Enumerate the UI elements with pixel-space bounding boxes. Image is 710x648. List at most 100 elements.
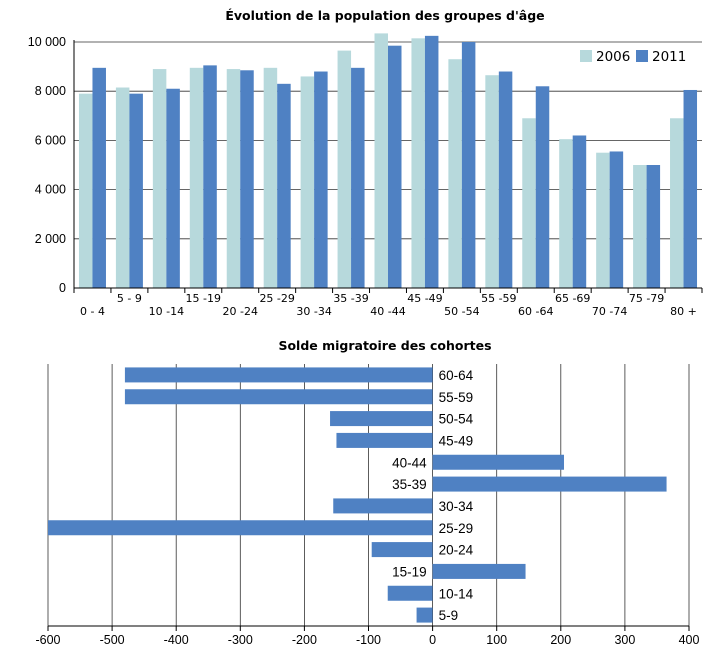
chart2-bar-55-59: [124, 389, 433, 405]
chart1-x-tick-label: 10 -14: [149, 305, 184, 318]
chart2-bar-50-54: [330, 411, 433, 427]
chart1-bar-2011-1: [129, 93, 143, 288]
chart1-bar-2011-7: [351, 67, 365, 288]
chart2-x-tick-label: -600: [35, 633, 60, 647]
chart1-bar-2011-3: [203, 65, 217, 289]
chart1-bar-2011-6: [314, 71, 328, 289]
chart1-legend: 2006 2011: [580, 49, 686, 65]
chart2-category-label: 60-64: [439, 368, 474, 383]
chart1-x-tick-label: 35 -39: [333, 292, 368, 305]
chart1-bar-2006-11: [485, 75, 499, 289]
chart2-x-tick-label: 400: [679, 633, 700, 647]
chart2-bar-25-29: [48, 520, 433, 536]
chart1-bar-2006-8: [374, 33, 388, 288]
chart2-x-tick-label: -100: [356, 633, 381, 647]
chart1-bar-2006-14: [596, 152, 610, 288]
chart1-bar-2006-2: [152, 69, 167, 288]
chart2-category-label: 20-24: [439, 543, 474, 558]
chart2-gridlines: [47, 364, 690, 631]
chart1-bar-2006-12: [522, 118, 536, 288]
chart2-bars: [48, 367, 667, 623]
chart1-x-tick-label: 45 -49: [407, 292, 442, 305]
chart2-bar-20-24: [371, 542, 433, 558]
chart2-category-label: 25-29: [439, 521, 474, 536]
chart2-bar-60-64: [124, 367, 433, 383]
chart1-x-tick-label: 30 -34: [296, 305, 331, 318]
chart2-bar-35-39: [432, 476, 667, 492]
chart2-x-tick-label: 300: [614, 633, 635, 647]
chart1-y-tick-label: 0: [59, 281, 66, 295]
chart1-bar-2006-13: [559, 139, 573, 288]
chart1-bar-2006-6: [300, 76, 315, 288]
chart1-bar-2011-15: [646, 165, 661, 288]
chart2-category-label: 10-14: [439, 586, 474, 601]
chart1-x-tick-label: 55 -59: [481, 292, 516, 305]
chart2-bar-30-34: [333, 498, 433, 514]
legend-swatch-2011: [636, 50, 648, 62]
chart2-category-label: 40-44: [392, 455, 427, 470]
chart1-bar-2006-0: [78, 93, 93, 288]
chart2-x-tick-label: -400: [164, 633, 189, 647]
chart2-x-tick-labels: -600 -500 -400 -300 -200 -100 0 100 200 300 400: [35, 633, 699, 647]
chart1-bar-2011-16: [683, 89, 698, 288]
chart1-x-tick-label: 60 -64: [518, 305, 553, 318]
chart1-x-tick-label: 80 +: [670, 305, 697, 318]
chart1-bar-2011-14: [609, 151, 624, 288]
chart2-title: Solde migratoire des cohortes: [278, 338, 491, 353]
chart1-y-tick-label: 10 000: [28, 35, 66, 49]
chart1-bar-2011-12: [535, 86, 550, 288]
chart1-bar-2011-8: [388, 45, 402, 288]
chart2-category-label: 5-9: [439, 608, 459, 623]
chart2-x-tick-label: 100: [486, 633, 507, 647]
chart1-bar-2011-0: [92, 67, 106, 288]
chart2-category-labels: 60-64 55-59 50-54 45-49 40-44 35-39 30-34 25-29…: [392, 368, 474, 623]
chart2-bar-40-44: [432, 454, 565, 470]
chart2-category-label: 45-49: [439, 433, 474, 448]
population-chart: Évolution de la population des groupes d…: [28, 8, 703, 318]
chart1-x-tick-label: 15 -19: [186, 292, 221, 305]
chart1-y-tick-label: 2 000: [35, 232, 66, 246]
legend-label-2006: 2006: [596, 49, 630, 65]
chart1-bar-2006-7: [337, 50, 352, 288]
chart1-x-tick-label: 5 - 9: [117, 292, 142, 305]
chart1-bar-2011-10: [461, 42, 476, 288]
chart2-x-tick-label: -200: [292, 633, 317, 647]
chart1-bars: [78, 33, 698, 289]
legend-label-2011: 2011: [652, 49, 686, 65]
chart1-bar-2006-16: [670, 118, 684, 288]
chart1-title: Évolution de la population des groupes d…: [225, 8, 544, 23]
chart1-y-tick-label: 6 000: [35, 133, 66, 147]
chart1-bar-2006-15: [633, 165, 647, 288]
chart1-bar-2011-9: [424, 35, 439, 288]
chart1-bar-2006-4: [226, 69, 241, 288]
chart1-bar-2006-3: [189, 67, 204, 288]
chart1-bar-2006-1: [115, 87, 130, 288]
chart1-bar-2011-5: [277, 83, 291, 288]
chart2-x-tick-label: -300: [228, 633, 253, 647]
chart1-x-tick-label: 70 -74: [592, 305, 627, 318]
chart1-x-tick-label: 75 -79: [629, 292, 664, 305]
chart1-bar-2011-4: [240, 70, 254, 288]
chart1-bar-2011-13: [572, 135, 587, 288]
chart1-x-tick-label: 65 -69: [555, 292, 590, 305]
chart1-x-tick-label: 40 -44: [370, 305, 405, 318]
chart1-bar-2006-5: [263, 67, 278, 288]
chart2-category-label: 30-34: [439, 499, 474, 514]
chart1-x-tick-label: 50 -54: [444, 305, 479, 318]
chart1-x-tick-label: 20 -24: [223, 305, 258, 318]
legend-swatch-2006: [580, 50, 592, 62]
chart2-category-label: 50-54: [439, 412, 474, 427]
chart1-x-tick-label: 0 - 4: [80, 305, 105, 318]
chart2-x-tick-label: 0: [429, 633, 436, 647]
chart2-category-label: 15-19: [392, 564, 427, 579]
chart1-bar-2011-11: [498, 71, 513, 289]
chart1-bar-2006-10: [448, 59, 462, 288]
migration-chart: Solde migratoire des cohortes 60-64 55-59…: [35, 338, 699, 647]
chart2-category-label: 35-39: [392, 477, 427, 492]
chart2-bar-15-19: [432, 563, 526, 579]
chart2-x-tick-label: -500: [100, 633, 125, 647]
chart1-bar-2011-2: [166, 88, 180, 289]
chart1-bar-2006-9: [411, 38, 425, 289]
chart1-axes: [73, 40, 703, 293]
